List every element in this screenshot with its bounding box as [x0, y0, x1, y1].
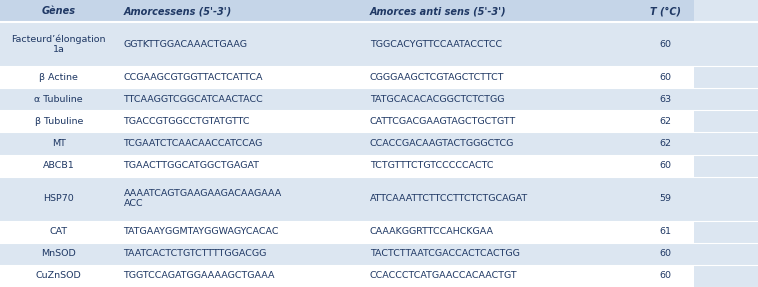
Text: CATTCGACGAAGTAGCTGCTGTT: CATTCGACGAAGTAGCTGCTGTT: [370, 117, 516, 126]
Bar: [364, 177, 637, 221]
Bar: [117, 154, 364, 177]
Text: T (°C): T (°C): [650, 6, 681, 16]
Text: MT: MT: [52, 139, 66, 148]
Bar: [117, 177, 364, 221]
Bar: [117, 243, 364, 265]
Bar: [117, 265, 364, 287]
Text: α Tubuline: α Tubuline: [34, 95, 83, 104]
Bar: [364, 110, 637, 133]
Text: TGAACTTGGCATGGCTGAGAT: TGAACTTGGCATGGCTGAGAT: [124, 161, 259, 170]
Text: TAATCACTCTGTCTTTTGGACGG: TAATCACTCTGTCTTTTGGACGG: [124, 249, 267, 258]
Text: CAT: CAT: [50, 227, 67, 236]
Text: ATTCAAATTCTTCCTTCTCTGCAGAT: ATTCAAATTCTTCCTTCTCTGCAGAT: [370, 194, 528, 203]
Bar: [117, 221, 364, 243]
Bar: [637, 265, 694, 287]
Text: 60: 60: [659, 272, 671, 280]
Bar: [637, 22, 694, 66]
Bar: [0, 177, 117, 221]
Bar: [364, 0, 637, 22]
Text: TGGTCCAGATGGAAAAGCTGAAA: TGGTCCAGATGGAAAAGCTGAAA: [124, 272, 275, 280]
Text: TCTGTTTCTGTCCCCCACTC: TCTGTTTCTGTCCCCCACTC: [370, 161, 493, 170]
Text: CGGGAAGCTCGTAGCTCTTCT: CGGGAAGCTCGTAGCTCTTCT: [370, 73, 504, 82]
Text: Amorces anti sens (5'-3'): Amorces anti sens (5'-3'): [370, 6, 506, 16]
Bar: [364, 221, 637, 243]
Bar: [0, 110, 117, 133]
Bar: [364, 88, 637, 110]
Bar: [0, 154, 117, 177]
Text: TATGCACACACGGCTCTCTGG: TATGCACACACGGCTCTCTGG: [370, 95, 504, 104]
Bar: [364, 133, 637, 154]
Bar: [117, 0, 364, 22]
Text: β Tubuline: β Tubuline: [35, 117, 83, 126]
Text: 62: 62: [659, 139, 671, 148]
Text: 60: 60: [659, 249, 671, 258]
Bar: [637, 221, 694, 243]
Bar: [0, 221, 117, 243]
Text: 60: 60: [659, 161, 671, 170]
Bar: [637, 154, 694, 177]
Text: β Actine: β Actine: [39, 73, 78, 82]
Text: 60: 60: [659, 40, 671, 49]
Bar: [637, 133, 694, 154]
Bar: [0, 66, 117, 88]
Bar: [0, 265, 117, 287]
Bar: [0, 243, 117, 265]
Text: 59: 59: [659, 194, 671, 203]
Bar: [364, 66, 637, 88]
Bar: [637, 88, 694, 110]
Bar: [117, 66, 364, 88]
Text: TGACCGTGGCCTGTATGTTC: TGACCGTGGCCTGTATGTTC: [124, 117, 250, 126]
Text: CCGAAGCGTGGTTACTCATTCA: CCGAAGCGTGGTTACTCATTCA: [124, 73, 263, 82]
Text: CCACCCTCATGAACCACAACTGT: CCACCCTCATGAACCACAACTGT: [370, 272, 518, 280]
Text: CCACCGACAAGTACTGGGCTCG: CCACCGACAAGTACTGGGCTCG: [370, 139, 514, 148]
Text: Facteurd’élongation
1a: Facteurd’élongation 1a: [11, 34, 106, 54]
Bar: [364, 243, 637, 265]
Text: 62: 62: [659, 117, 671, 126]
Text: CAAAKGGRTTCCAHCKGAA: CAAAKGGRTTCCAHCKGAA: [370, 227, 494, 236]
Text: AAAATCAGTGAAGAAGACAAGAAA
ACC: AAAATCAGTGAAGAAGACAAGAAA ACC: [124, 189, 282, 208]
Text: MnSOD: MnSOD: [42, 249, 76, 258]
Bar: [637, 66, 694, 88]
Text: CuZnSOD: CuZnSOD: [36, 272, 82, 280]
Text: 60: 60: [659, 73, 671, 82]
Text: 61: 61: [659, 227, 671, 236]
Text: Amorcessens (5'-3'): Amorcessens (5'-3'): [124, 6, 232, 16]
Bar: [117, 22, 364, 66]
Text: TGGCACYGTTCCAATACCTCC: TGGCACYGTTCCAATACCTCC: [370, 40, 502, 49]
Text: TTCAAGGTCGGCATCAACTACC: TTCAAGGTCGGCATCAACTACC: [124, 95, 263, 104]
Text: Gènes: Gènes: [42, 6, 76, 16]
Text: HSP70: HSP70: [43, 194, 74, 203]
Text: 63: 63: [659, 95, 671, 104]
Bar: [0, 22, 117, 66]
Bar: [637, 110, 694, 133]
Bar: [0, 133, 117, 154]
Bar: [117, 88, 364, 110]
Bar: [364, 265, 637, 287]
Bar: [637, 177, 694, 221]
Bar: [637, 243, 694, 265]
Bar: [0, 0, 117, 22]
Bar: [364, 22, 637, 66]
Text: TACTCTTAATCGACCACTCACTGG: TACTCTTAATCGACCACTCACTGG: [370, 249, 520, 258]
Bar: [117, 133, 364, 154]
Text: TCGAATCTCAACAACCATCCAG: TCGAATCTCAACAACCATCCAG: [124, 139, 263, 148]
Bar: [364, 154, 637, 177]
Bar: [117, 110, 364, 133]
Text: TATGAAYGGMTAYGGWAGYCACAC: TATGAAYGGMTAYGGWAGYCACAC: [124, 227, 279, 236]
Bar: [637, 0, 694, 22]
Text: ABCB1: ABCB1: [43, 161, 74, 170]
Text: GGTKTTGGACAAACTGAAG: GGTKTTGGACAAACTGAAG: [124, 40, 248, 49]
Bar: [0, 88, 117, 110]
